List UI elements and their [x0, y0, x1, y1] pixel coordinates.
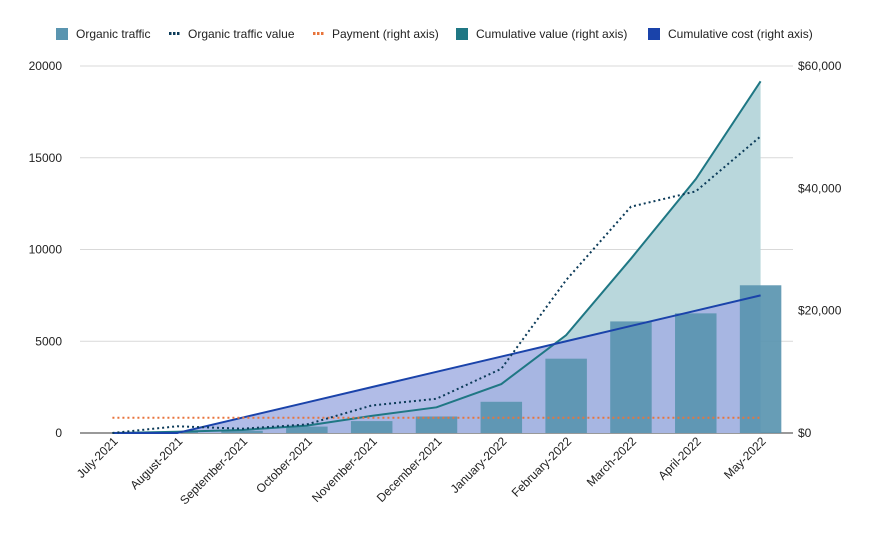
cumulative-value-line — [112, 80, 762, 434]
left-tick-label: 10000 — [29, 243, 63, 257]
x-tick-label: August-2021 — [127, 434, 185, 492]
right-tick-label: $20,000 — [798, 304, 842, 318]
legend-swatch — [456, 28, 468, 40]
legend-label: Organic traffic — [76, 27, 150, 41]
x-tick-label: January-2022 — [448, 434, 510, 496]
bar-organic-traffic — [350, 421, 393, 433]
area-series — [112, 81, 761, 434]
right-tick-label: $0 — [798, 426, 812, 440]
bar-series — [156, 285, 782, 433]
right-tick-label: $60,000 — [798, 59, 842, 73]
legend-label: Cumulative cost (right axis) — [668, 27, 813, 41]
legend-swatch-dot — [177, 32, 180, 35]
legend-item-cumulative-cost-right-axis: Cumulative cost (right axis) — [648, 27, 813, 41]
bar-organic-traffic — [480, 401, 523, 433]
left-tick-label: 15000 — [29, 151, 63, 165]
left-axis: 0 5000 10000 15000 20000 — [29, 59, 63, 440]
legend-swatch-dot — [169, 32, 172, 35]
legend: Organic traffic Organic traffic value Paym… — [56, 27, 813, 41]
x-tick-label: December-2021 — [374, 434, 445, 505]
bar-organic-traffic — [739, 285, 782, 433]
x-tick-label: March-2022 — [584, 434, 639, 489]
x-tick-label: October-2021 — [253, 434, 315, 496]
legend-item-cumulative-value-right-axis: Cumulative value (right axis) — [456, 27, 627, 41]
x-tick-label: February-2022 — [509, 434, 575, 500]
right-axis: $0 $20,000 $40,000 $60,000 — [798, 59, 842, 440]
legend-label: Organic traffic value — [188, 27, 295, 41]
bar-organic-traffic — [286, 426, 328, 433]
bar-organic-traffic — [415, 416, 458, 433]
legend-item-organic-traffic-value: Organic traffic value — [169, 27, 295, 41]
legend-swatch-dot — [317, 32, 320, 35]
legend-label: Cumulative value (right axis) — [476, 27, 627, 41]
x-tick-label: November-2021 — [309, 434, 380, 505]
right-tick-label: $40,000 — [798, 181, 842, 195]
cumulative-cost-line — [112, 294, 761, 434]
left-tick-label: 20000 — [29, 59, 63, 73]
legend-item-organic-traffic: Organic traffic — [56, 27, 150, 41]
legend-swatch-dot — [173, 32, 176, 35]
x-tick-label: July-2021 — [74, 434, 121, 481]
legend-label: Payment (right axis) — [332, 27, 439, 41]
line-series — [112, 80, 762, 434]
bar-organic-traffic — [221, 430, 263, 433]
x-tick-label: May-2022 — [721, 434, 769, 482]
legend-item-payment-right-axis: Payment (right axis) — [313, 27, 439, 41]
x-tick-label: September-2021 — [177, 434, 250, 507]
left-tick-label: 5000 — [35, 334, 62, 348]
left-tick-label: 0 — [55, 426, 62, 440]
legend-swatch-dot — [321, 32, 324, 35]
bar-organic-traffic — [675, 313, 717, 433]
cumulative-cost-area — [112, 295, 761, 433]
bar-organic-traffic — [610, 321, 652, 433]
x-tick-label: April-2022 — [655, 434, 704, 483]
legend-swatch-dot — [313, 32, 316, 35]
legend-swatch — [648, 28, 660, 40]
legend-swatch — [56, 28, 68, 40]
bar-organic-traffic — [545, 358, 587, 433]
